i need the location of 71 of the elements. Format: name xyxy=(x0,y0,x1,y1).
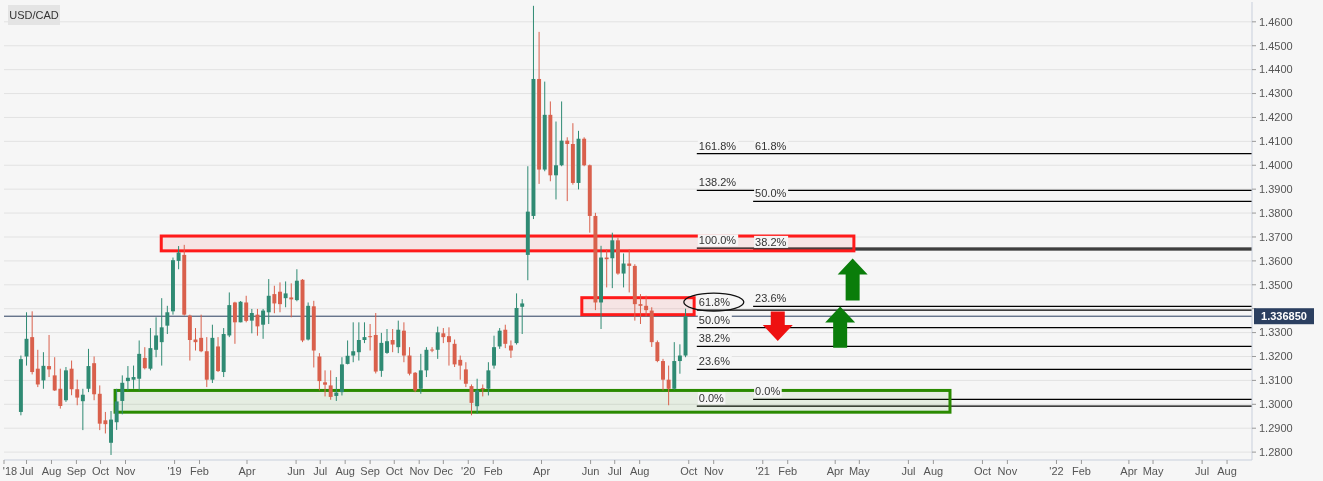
x-tick-label: '22 xyxy=(1049,465,1064,477)
y-tick-label: 1.2900 xyxy=(1259,422,1293,435)
x-tick-label: Oct xyxy=(973,465,992,477)
x-tick-label: Oct xyxy=(680,465,698,477)
x-tick-label: Jul xyxy=(607,465,622,477)
annotation: 38.2% xyxy=(698,332,731,345)
y-tick-label: 1.3200 xyxy=(1259,350,1293,363)
annotation: 38.2% xyxy=(755,235,787,248)
x-tick-label: '21 xyxy=(755,465,770,477)
x-tick-label: Aug xyxy=(629,465,650,477)
x-tick-label: Oct xyxy=(91,465,110,477)
x-tick-label: Nov xyxy=(409,465,430,477)
x-tick-label: Feb xyxy=(190,465,210,477)
x-tick-label: Aug xyxy=(335,465,355,477)
x-tick-label: Sep xyxy=(66,465,87,477)
y-tick-label: 1.3100 xyxy=(1259,374,1293,387)
y-tick-label: 1.3700 xyxy=(1259,230,1293,243)
x-tick-label: Jul xyxy=(1195,465,1210,477)
y-tick-label: 1.4500 xyxy=(1259,39,1293,52)
x-tick-label: Aug xyxy=(41,465,62,477)
annotation: 61.8% xyxy=(698,296,731,309)
x-tick-label: Jun xyxy=(581,465,600,477)
annotation: 50.0% xyxy=(755,187,787,200)
y-tick-label: 1.4100 xyxy=(1259,135,1293,148)
text: USD/CAD xyxy=(9,8,59,21)
y-tick-label: 1.3300 xyxy=(1259,326,1293,339)
x-tick-label: '18 xyxy=(2,465,18,477)
annotation: 61.8% xyxy=(755,139,787,152)
annotation: 50.0% xyxy=(698,313,731,326)
x-tick-label: Jul xyxy=(19,465,34,477)
y-tick-label: 1.3900 xyxy=(1259,183,1293,196)
y-tick-label: 1.3600 xyxy=(1259,254,1293,267)
x-tick-label: Feb xyxy=(778,465,798,477)
x-tick-label: '19 xyxy=(167,465,182,477)
x-tick-label: Nov xyxy=(997,465,1018,477)
x-tick-label: Apr xyxy=(826,465,845,477)
annotation: 161.8% xyxy=(698,139,737,152)
annotation: 23.6% xyxy=(698,355,731,368)
y-tick-label: 1.4200 xyxy=(1259,111,1293,124)
x-tick-label: Aug xyxy=(1217,465,1237,477)
x-tick-label: Apr xyxy=(532,465,551,477)
y-tick-label: 1.4600 xyxy=(1259,15,1293,28)
annotation: 0.0% xyxy=(698,392,725,405)
x-tick-label: Dec xyxy=(433,465,454,477)
y-tick-label: 1.4300 xyxy=(1259,87,1293,100)
x-tick-label: Feb xyxy=(483,465,503,477)
x-tick-label: Nov xyxy=(115,465,136,477)
x-tick-label: '20 xyxy=(461,465,476,477)
annotation: 100.0% xyxy=(698,234,737,247)
x-tick-label: Feb xyxy=(1071,465,1091,477)
x-tick-label: Apr xyxy=(238,465,256,477)
y-tick-label: 1.4000 xyxy=(1259,159,1293,172)
y-tick-label: 1.2800 xyxy=(1259,445,1293,458)
x-tick-label: Oct xyxy=(385,465,403,477)
x-tick-label: Jul xyxy=(901,465,916,477)
x-tick-label: Jun xyxy=(287,465,305,477)
x-tick-label: May xyxy=(1142,465,1164,477)
annotation: 138.2% xyxy=(698,176,737,189)
annotation: 0.0% xyxy=(755,385,781,398)
x-tick-label: May xyxy=(848,465,871,477)
y-tick-label: 1.3500 xyxy=(1259,278,1293,291)
y-tick-label: 1.4400 xyxy=(1259,63,1293,76)
annotation: 23.6% xyxy=(755,292,787,305)
x-tick-label: Nov xyxy=(703,465,724,477)
y-tick-label: 1.3000 xyxy=(1259,398,1293,411)
x-tick-label: Apr xyxy=(1120,465,1138,477)
x-tick-label: Jul xyxy=(313,465,328,477)
x-tick-label: Aug xyxy=(923,465,944,477)
x-tick-label: Sep xyxy=(360,465,380,477)
ref-line-label: 1.336850 xyxy=(1261,310,1307,323)
y-tick-label: 1.3800 xyxy=(1259,206,1293,219)
